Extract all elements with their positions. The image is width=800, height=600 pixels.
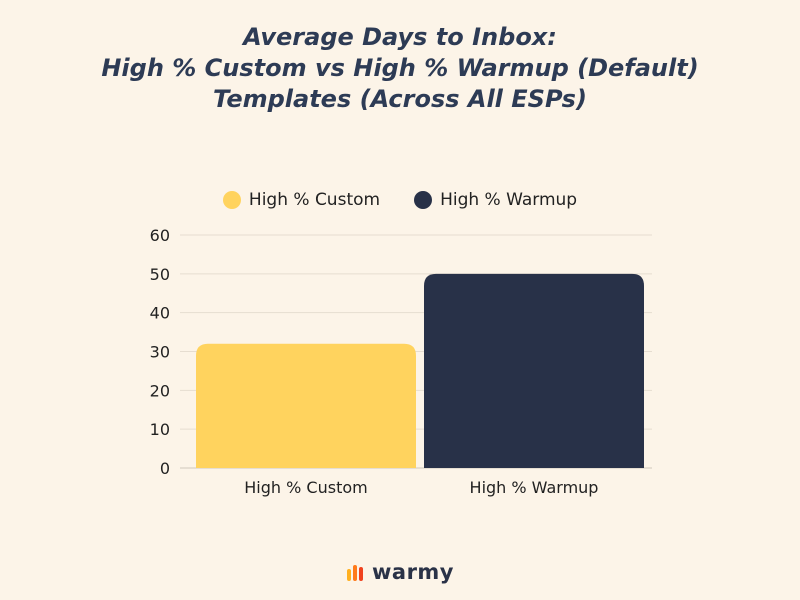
y-tick-label-30: 30 [150,343,170,362]
legend-swatch-custom [222,191,241,209]
chart-title-line-3: Templates (Across All ESPs) [213,85,587,113]
chart-bars [196,273,644,468]
bar-high-warmup [424,273,644,468]
chart-title: Average Days to Inbox: High % Custom vs … [0,22,800,115]
warmy-flame-bars-icon [347,565,363,581]
bar-chart: 0 10 20 30 40 50 60 High % Custom High % Warmup [150,226,652,497]
y-tick-label-20: 20 [150,381,170,400]
y-tick-label-10: 10 [150,420,170,439]
legend-swatch-warmup [414,191,433,209]
y-tick-label-60: 60 [150,226,170,245]
x-axis-labels: High % Custom High % Warmup [244,478,598,497]
chart-title-line-2: High % Custom vs High % Warmup (Default) [101,54,699,82]
brand-name: warmy [372,560,454,584]
y-tick-label-0: 0 [160,459,170,478]
y-tick-label-50: 50 [150,265,170,284]
legend-item-warmup: High % Warmup [414,190,577,210]
legend-label-warmup: High % Warmup [440,190,578,210]
chart-title-line-1: Average Days to Inbox: [243,23,557,51]
y-axis-ticks: 0 10 20 30 40 50 60 [150,226,170,478]
bar-high-custom [196,343,416,468]
x-category-label-1: High % Custom [244,478,367,497]
legend-label-custom: High % Custom [248,190,381,210]
y-tick-label-40: 40 [150,304,170,323]
legend-item-custom: High % Custom [222,190,381,210]
chart-legend: High % Custom High % Warmup [0,190,800,210]
brand-footer: warmy [0,560,800,584]
x-category-label-2: High % Warmup [470,478,599,497]
